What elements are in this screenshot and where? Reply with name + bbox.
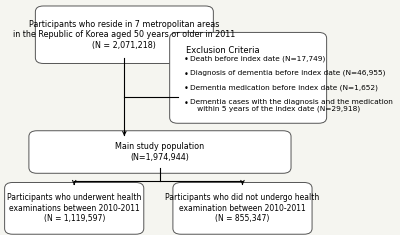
Text: Participants who reside in 7 metropolitan areas
in the Republic of Korea aged 50: Participants who reside in 7 metropolita… <box>13 20 236 50</box>
FancyBboxPatch shape <box>5 183 144 234</box>
Text: •: • <box>184 70 188 79</box>
FancyBboxPatch shape <box>170 32 327 123</box>
Text: •: • <box>184 99 188 108</box>
Text: •: • <box>184 84 188 93</box>
FancyBboxPatch shape <box>173 183 312 234</box>
FancyBboxPatch shape <box>35 6 213 63</box>
Text: Diagnosis of dementia before index date (N=46,955): Diagnosis of dementia before index date … <box>190 70 386 76</box>
Text: Death before index date (N=17,749): Death before index date (N=17,749) <box>190 55 326 62</box>
Text: Main study population
(N=1,974,944): Main study population (N=1,974,944) <box>115 142 204 162</box>
Text: Dementia medication before index date (N=1,652): Dementia medication before index date (N… <box>190 84 378 91</box>
FancyBboxPatch shape <box>29 131 291 173</box>
Text: Participants who underwent health
examinations between 2010-2011
(N = 1,119,597): Participants who underwent health examin… <box>7 193 141 223</box>
Text: Dementia cases with the diagnosis and the medication
   within 5 years of the in: Dementia cases with the diagnosis and th… <box>190 99 393 112</box>
Text: Exclusion Criteria: Exclusion Criteria <box>186 46 260 55</box>
Text: •: • <box>184 55 188 64</box>
Text: Participants who did not undergo health
examination between 2010-2011
(N = 855,3: Participants who did not undergo health … <box>165 193 320 223</box>
